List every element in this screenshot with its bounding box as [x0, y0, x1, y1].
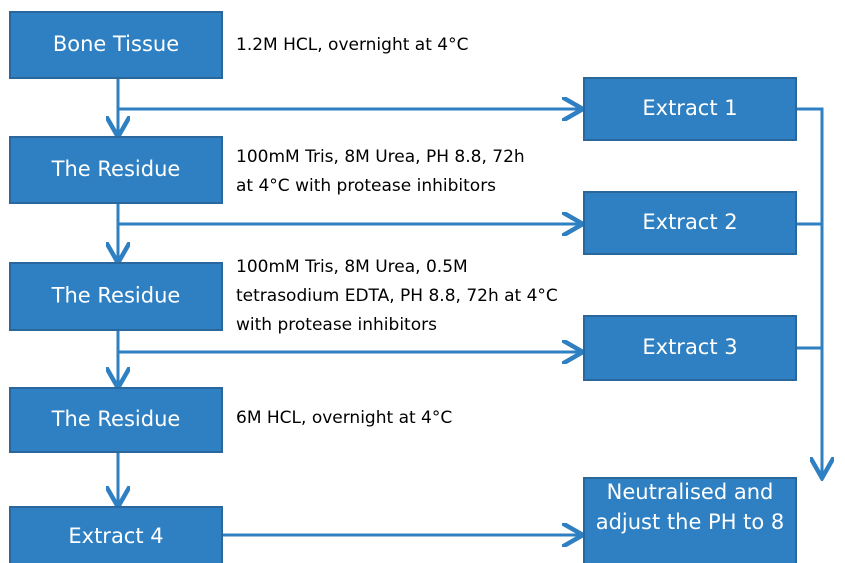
node-label: The Residue [51, 157, 181, 181]
annotation: 100mM Tris, 8M Urea, PH 8.8, 72h [236, 147, 525, 167]
annotation: 100mM Tris, 8M Urea, 0.5M [236, 257, 468, 277]
arrows [118, 78, 822, 535]
node-box [9, 387, 223, 453]
annotation: tetrasodium EDTA, PH 8.8, 72h at 4°C [236, 286, 558, 306]
node-label: The Residue [51, 407, 181, 431]
annotation: with protease inhibitors [236, 315, 437, 335]
node-box [583, 477, 797, 563]
boxes: Bone Tissue The Residue The Residue The Res… [9, 11, 797, 563]
node-label: Extract 3 [642, 335, 737, 359]
annotation: at 4°C with protease inhibitors [236, 176, 496, 196]
node-label: The Residue [51, 284, 181, 308]
node-label: Extract 4 [68, 524, 163, 548]
node-label: Extract 2 [642, 210, 737, 234]
node-label: Extract 1 [642, 96, 737, 120]
node-box [9, 506, 223, 563]
node-box [583, 315, 797, 381]
node-box [9, 136, 223, 204]
node-box [9, 262, 223, 331]
arrow [796, 107, 822, 475]
node-box [583, 191, 797, 255]
annotation: 1.2M HCL, overnight at 4°C [236, 35, 468, 55]
annotation: 6M HCL, overnight at 4°C [236, 408, 452, 428]
node-label: adjust the PH to 8 [596, 510, 785, 534]
node-label: Bone Tissue [53, 32, 179, 56]
node-box [9, 11, 223, 79]
node-label: Neutralised and [607, 480, 774, 504]
annotations: 1.2M HCL, overnight at 4°C 100mM Tris, 8M… [236, 35, 558, 428]
node-box [583, 77, 797, 141]
